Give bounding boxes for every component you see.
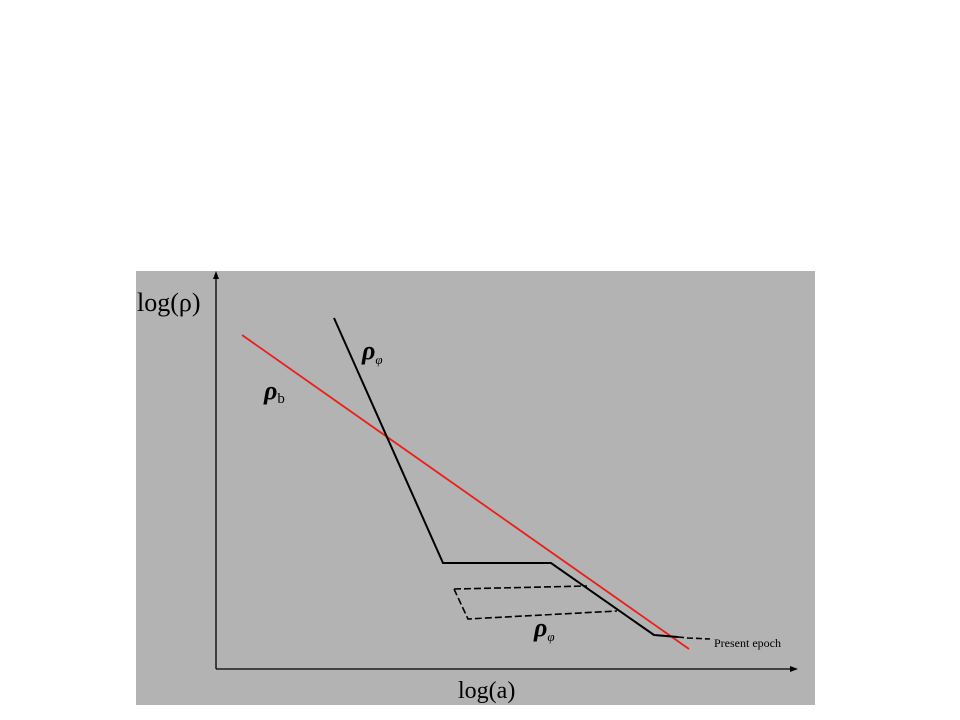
y-axis-arrowhead <box>213 271 219 279</box>
rho-phi-branch-middle <box>453 585 588 590</box>
y-axis-label: log(ρ) <box>137 288 201 317</box>
rho-b-line <box>241 334 690 650</box>
rho-phi-main-curve <box>333 317 679 638</box>
present-epoch-label: Present epoch <box>714 636 781 650</box>
x-axis-label: log(a) <box>458 678 515 704</box>
rho-phi-branch-lower <box>453 588 618 620</box>
rho-b-label: ρb <box>263 376 285 407</box>
energy-density-diagram: log(ρ) log(a) ρb ρφ ρφ Present epoch <box>136 271 815 705</box>
diagram-canvas: log(ρ) log(a) ρb ρφ ρφ Present epoch <box>137 271 798 704</box>
rho-phi-label-bottom: ρφ <box>533 613 555 644</box>
rho-phi-label-top: ρφ <box>361 336 383 367</box>
rho-phi-present-tail <box>677 636 711 640</box>
x-axis-arrowhead <box>790 666 798 672</box>
